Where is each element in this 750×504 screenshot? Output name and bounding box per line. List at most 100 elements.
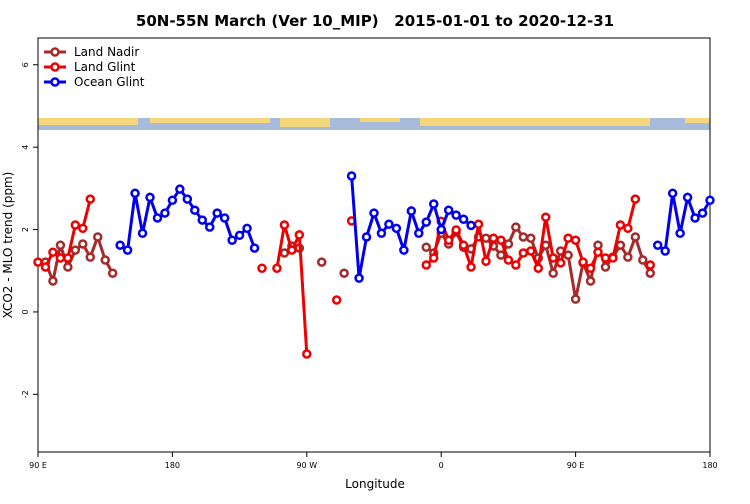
point bbox=[70, 245, 81, 255]
point bbox=[78, 239, 88, 249]
point bbox=[645, 260, 656, 270]
point bbox=[55, 253, 66, 263]
point bbox=[496, 235, 506, 246]
point bbox=[234, 230, 245, 241]
point bbox=[182, 194, 193, 204]
point bbox=[503, 239, 514, 249]
point bbox=[249, 243, 260, 253]
point bbox=[623, 223, 633, 234]
point bbox=[115, 240, 125, 250]
point bbox=[376, 228, 387, 239]
point bbox=[85, 194, 96, 204]
point bbox=[242, 223, 252, 234]
point bbox=[451, 225, 461, 235]
y-tick-label: 0 bbox=[21, 309, 30, 314]
point bbox=[660, 246, 670, 256]
point bbox=[302, 349, 312, 359]
point bbox=[548, 268, 558, 278]
point bbox=[130, 188, 140, 199]
point bbox=[428, 253, 439, 263]
point bbox=[652, 240, 663, 250]
point bbox=[391, 223, 402, 234]
y-tick-label: 6 bbox=[21, 62, 30, 67]
y-tick-label: 2 bbox=[21, 227, 30, 232]
point bbox=[638, 255, 648, 265]
x-tick-label: 180 bbox=[165, 461, 180, 470]
point bbox=[690, 213, 700, 223]
point bbox=[257, 263, 267, 274]
y-axis-label: XCO2 - MLO trend (ppm) bbox=[1, 172, 15, 319]
point bbox=[331, 295, 342, 305]
legend-label: Ocean Glint bbox=[74, 75, 145, 89]
point bbox=[526, 246, 536, 256]
point bbox=[630, 194, 641, 204]
point bbox=[585, 276, 596, 286]
point bbox=[540, 240, 551, 250]
point bbox=[443, 205, 454, 215]
point bbox=[428, 199, 439, 209]
point bbox=[40, 262, 51, 272]
x-tick-label: 180 bbox=[702, 461, 717, 470]
point bbox=[204, 222, 215, 232]
point bbox=[563, 233, 573, 243]
point bbox=[63, 253, 73, 263]
point bbox=[279, 220, 290, 230]
point bbox=[488, 233, 499, 243]
point bbox=[705, 195, 715, 206]
point bbox=[615, 220, 626, 230]
point bbox=[421, 242, 432, 253]
point bbox=[615, 240, 626, 250]
point bbox=[406, 206, 417, 216]
point bbox=[227, 235, 237, 246]
point bbox=[421, 260, 432, 270]
point bbox=[421, 217, 432, 227]
x-tick-label: 90 W bbox=[296, 461, 317, 470]
point bbox=[518, 248, 529, 258]
point bbox=[466, 262, 476, 272]
point bbox=[107, 268, 118, 278]
point bbox=[361, 232, 372, 242]
point bbox=[190, 205, 200, 215]
point bbox=[608, 253, 618, 263]
point bbox=[675, 228, 685, 239]
point bbox=[526, 233, 536, 243]
point bbox=[92, 232, 103, 242]
legend-marker bbox=[50, 77, 60, 87]
point bbox=[436, 224, 446, 235]
point bbox=[496, 250, 506, 260]
point bbox=[287, 245, 297, 255]
point bbox=[511, 260, 521, 270]
point bbox=[533, 263, 544, 274]
point bbox=[339, 268, 349, 278]
point bbox=[518, 232, 529, 242]
point bbox=[167, 195, 178, 206]
point bbox=[399, 245, 409, 255]
point bbox=[623, 252, 633, 262]
point bbox=[458, 240, 469, 250]
point bbox=[473, 219, 484, 229]
point bbox=[451, 210, 461, 220]
point bbox=[593, 247, 603, 257]
point bbox=[316, 257, 327, 267]
point bbox=[152, 213, 163, 223]
legend-marker bbox=[50, 62, 60, 72]
point bbox=[384, 219, 394, 229]
point bbox=[414, 228, 424, 239]
point bbox=[346, 171, 357, 181]
point bbox=[555, 258, 566, 268]
point bbox=[369, 208, 379, 218]
point bbox=[443, 235, 454, 246]
y-tick-label: 4 bbox=[21, 145, 30, 150]
point bbox=[697, 208, 708, 218]
point bbox=[48, 247, 58, 257]
point bbox=[219, 213, 230, 223]
point bbox=[570, 235, 581, 246]
point bbox=[48, 276, 58, 286]
point bbox=[354, 273, 364, 283]
point bbox=[667, 188, 678, 199]
point bbox=[570, 294, 581, 304]
legend-marker bbox=[50, 47, 60, 57]
point bbox=[481, 256, 491, 267]
point bbox=[466, 220, 476, 231]
